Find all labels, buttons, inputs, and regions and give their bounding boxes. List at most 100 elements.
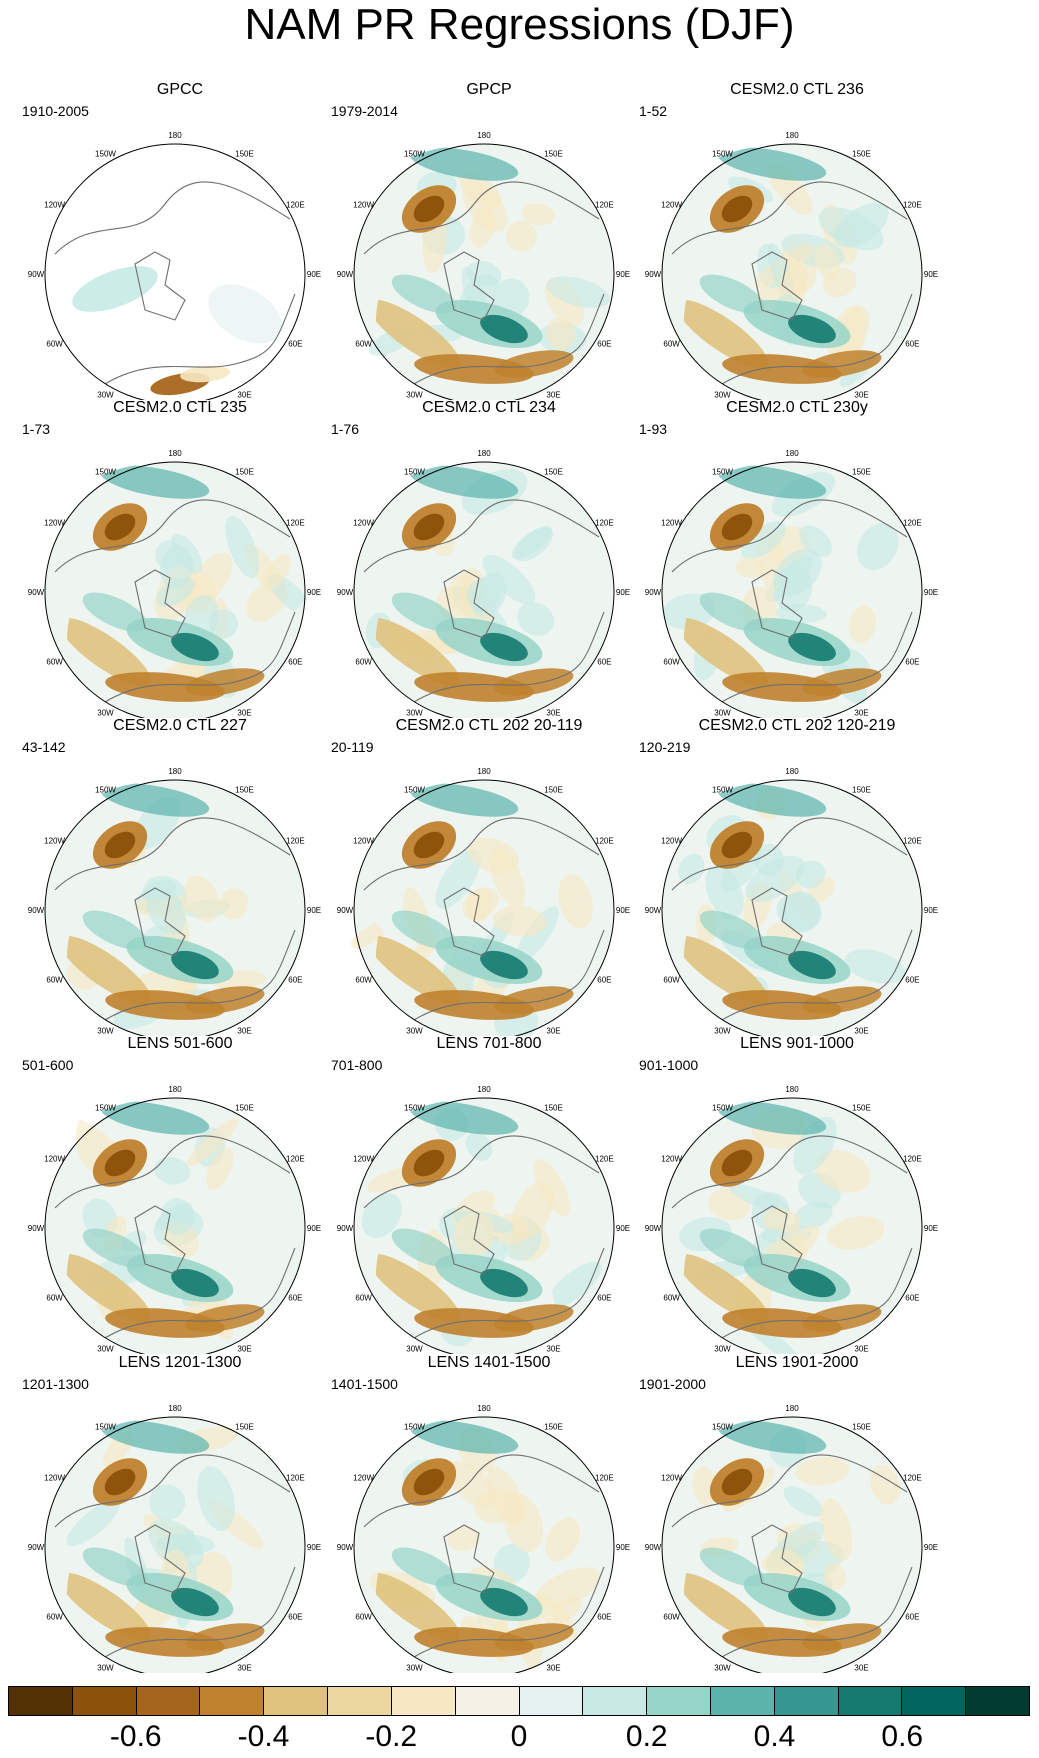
anomaly-contour — [391, 910, 457, 950]
anomaly-contour — [59, 1572, 151, 1642]
panel-title: LENS 1201-1300 — [118, 1354, 242, 1371]
anomaly-contour — [781, 891, 821, 933]
longitude-label: 30E — [854, 1663, 868, 1672]
anomaly-contour — [465, 1132, 493, 1161]
longitude-label: 180 — [477, 767, 491, 776]
longitude-label: 120W — [353, 201, 374, 210]
anomaly-contour — [558, 873, 593, 929]
polar-map: 180150E120E90E60E30E030W60W90W120W150W — [337, 449, 630, 718]
anomaly-contour — [721, 1468, 753, 1496]
longitude-label: 120E — [286, 519, 305, 528]
longitude-label: 60E — [288, 976, 302, 985]
longitude-label: 60W — [46, 658, 63, 667]
coastline — [671, 1454, 913, 1658]
colorbar-tick-label: 0.4 — [753, 1720, 796, 1753]
longitude-label: 150W — [95, 1104, 116, 1113]
longitude-label: 90E — [307, 906, 321, 915]
longitude-label: 90W — [337, 588, 354, 597]
longitude-label: 30W — [406, 1026, 423, 1035]
panel-title: LENS 501-600 — [127, 1035, 233, 1052]
longitude-label: 180 — [477, 1085, 491, 1094]
map-border — [353, 461, 615, 718]
panel-period: 501-600 — [22, 1057, 74, 1073]
colorbar-cell — [200, 1687, 265, 1715]
anomaly-contour — [533, 1158, 570, 1217]
coastline — [363, 499, 605, 703]
longitude-label: 30E — [237, 1344, 251, 1353]
anomaly-contour — [788, 632, 836, 662]
colorbar-cell — [264, 1687, 329, 1715]
longitude-label: 150W — [712, 150, 733, 159]
map-border — [661, 461, 923, 718]
map-panel: 180150E120E90E60E30E030W60W90W120W150WCE… — [637, 80, 957, 400]
anomaly-contour — [361, 1192, 402, 1239]
longitude-label: 90E — [924, 1543, 938, 1552]
longitude-label: 120E — [286, 1474, 305, 1483]
anomaly-contour — [82, 1547, 148, 1587]
longitude-label: 30W — [97, 1663, 114, 1672]
longitude-label: 150E — [852, 1104, 871, 1113]
longitude-label: 150E — [544, 468, 563, 477]
panel-title: CESM2.0 CTL 202 120-219 — [698, 717, 896, 734]
longitude-label: 120E — [595, 519, 614, 528]
coastline — [671, 817, 913, 1021]
anomaly-contour — [66, 1499, 121, 1547]
map-border — [44, 1416, 306, 1673]
map-panel: 180150E120E90E60E30E030W60W90W120W150WCE… — [637, 398, 957, 718]
longitude-label: 120E — [903, 1474, 922, 1483]
anomaly-contour — [721, 513, 753, 541]
longitude-label: 180 — [785, 767, 799, 776]
longitude-label: 60E — [288, 340, 302, 349]
longitude-label: 150E — [544, 786, 563, 795]
longitude-label: 150E — [544, 1423, 563, 1432]
anomaly-contour — [676, 1572, 768, 1642]
coastline — [54, 181, 296, 385]
longitude-label: 90W — [645, 906, 662, 915]
longitude-label: 90W — [28, 906, 45, 915]
longitude-label: 60E — [288, 658, 302, 667]
panel-period: 1-93 — [639, 421, 668, 437]
anomaly-contour — [171, 632, 219, 662]
anomaly-contour — [546, 317, 576, 350]
longitude-label: 30W — [406, 1663, 423, 1672]
coastline — [54, 1135, 296, 1339]
anomaly-contour — [467, 837, 520, 874]
map-panel: 180150E120E90E60E30E030W60W90W120W150WCE… — [329, 398, 649, 718]
colorbar-tick-label: 0.2 — [625, 1720, 668, 1753]
anomaly-contour — [185, 986, 265, 1014]
colorbar-cell — [966, 1687, 1029, 1715]
longitude-label: 90E — [307, 270, 321, 279]
coastline — [54, 499, 296, 703]
anomaly-contour — [823, 1562, 846, 1591]
map-border — [661, 1416, 923, 1673]
anomaly-contour — [82, 592, 148, 632]
anomaly-contour — [391, 592, 457, 632]
colorbar-cell — [774, 1687, 839, 1715]
polar-map: 180150E120E90E60E30E030W60W90W120W150W — [28, 1085, 321, 1354]
anomaly-contour — [154, 1156, 190, 1185]
longitude-label: 30W — [406, 708, 423, 717]
anomaly-contour — [745, 855, 805, 903]
anomaly-contour — [721, 195, 753, 223]
longitude-label: 60W — [46, 340, 63, 349]
map-panel: 180150E120E90E60E30E030W60W90W120W150WLE… — [637, 1034, 957, 1354]
map-panel: 180150E120E90E60E30E030W60W90W120W150WGP… — [329, 80, 649, 400]
anomaly-contour — [834, 202, 889, 248]
anomaly-contour — [391, 274, 457, 314]
map-panel: 180150E120E90E60E30E030W60W90W120W150WCE… — [20, 716, 340, 1036]
longitude-label: 150E — [235, 150, 254, 159]
longitude-label: 120E — [595, 201, 614, 210]
anomaly-contour — [494, 986, 574, 1014]
longitude-label: 120W — [353, 837, 374, 846]
coastline — [54, 1454, 296, 1658]
anomaly-contour — [511, 1181, 554, 1240]
polar-map: 180150E120E90E60E30E030W60W90W120W150W — [645, 449, 938, 718]
longitude-label: 180 — [168, 1085, 182, 1094]
longitude-label: 60E — [905, 1613, 919, 1622]
anomaly-contour — [678, 853, 705, 885]
longitude-label: 120W — [44, 837, 65, 846]
anomaly-contour — [100, 783, 210, 817]
anomaly-contour — [225, 515, 260, 579]
longitude-label: 60E — [905, 658, 919, 667]
panel-title: LENS 701-800 — [436, 1035, 542, 1052]
